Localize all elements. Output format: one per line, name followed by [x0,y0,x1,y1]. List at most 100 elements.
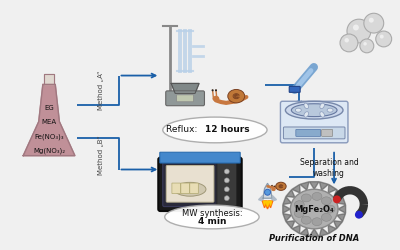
Ellipse shape [325,205,335,213]
Circle shape [380,34,384,38]
FancyBboxPatch shape [284,127,345,139]
Circle shape [274,186,275,187]
Text: MW synthesis:: MW synthesis: [182,210,242,218]
Polygon shape [264,201,266,205]
Polygon shape [319,182,328,190]
FancyBboxPatch shape [289,86,300,92]
Ellipse shape [301,216,311,224]
Ellipse shape [291,104,337,117]
Circle shape [215,89,217,91]
FancyBboxPatch shape [322,130,332,136]
Polygon shape [292,184,300,193]
Ellipse shape [271,188,276,191]
Ellipse shape [304,112,308,117]
Polygon shape [328,184,336,193]
FancyBboxPatch shape [280,101,348,143]
FancyBboxPatch shape [296,130,321,136]
FancyBboxPatch shape [166,166,214,202]
Polygon shape [266,201,269,207]
Text: Separation and
washing: Separation and washing [300,158,358,178]
Ellipse shape [276,182,286,190]
Polygon shape [262,201,267,208]
Polygon shape [310,229,319,236]
Polygon shape [23,84,75,156]
Circle shape [333,196,341,203]
Ellipse shape [294,201,304,208]
FancyBboxPatch shape [190,183,198,194]
Circle shape [224,178,229,183]
Circle shape [360,39,374,53]
Polygon shape [292,225,300,234]
Ellipse shape [320,112,324,117]
Text: 12 hours: 12 hours [205,126,250,134]
Polygon shape [319,228,328,236]
Ellipse shape [304,103,308,109]
Polygon shape [283,205,290,213]
Ellipse shape [312,192,322,200]
Polygon shape [258,195,263,201]
Ellipse shape [165,205,259,229]
Ellipse shape [290,189,338,229]
Circle shape [355,211,363,219]
Polygon shape [300,182,309,190]
Circle shape [376,31,392,47]
Text: Fe(NO₃)₃: Fe(NO₃)₃ [34,134,64,140]
Polygon shape [269,201,272,205]
Ellipse shape [312,218,322,226]
Ellipse shape [213,96,219,102]
FancyBboxPatch shape [177,95,194,102]
Text: 4 min: 4 min [198,218,226,226]
FancyBboxPatch shape [217,162,237,206]
Polygon shape [337,214,346,222]
FancyBboxPatch shape [163,162,217,206]
Circle shape [347,19,371,43]
Circle shape [369,18,374,23]
Circle shape [224,196,229,201]
Circle shape [224,169,229,174]
FancyBboxPatch shape [166,91,204,106]
Circle shape [364,13,384,33]
Polygon shape [283,197,292,204]
Polygon shape [44,74,54,85]
Circle shape [353,24,359,30]
FancyBboxPatch shape [172,183,180,194]
Text: MEA: MEA [42,120,57,126]
Polygon shape [328,225,336,234]
Circle shape [340,34,358,52]
Ellipse shape [163,117,267,143]
Polygon shape [272,195,276,201]
Polygon shape [268,201,273,208]
Text: Method „B“: Method „B“ [98,135,104,174]
Ellipse shape [320,103,324,109]
Polygon shape [286,221,295,228]
Text: EG: EG [44,105,54,111]
Polygon shape [283,214,292,222]
Ellipse shape [294,210,304,218]
Ellipse shape [286,101,343,119]
Polygon shape [334,190,342,198]
Ellipse shape [301,194,311,202]
Polygon shape [310,182,319,189]
Text: MgFe₂O₄: MgFe₂O₄ [294,204,334,214]
FancyBboxPatch shape [181,183,189,194]
Text: Reflux:: Reflux: [166,126,200,134]
Circle shape [264,189,270,195]
Ellipse shape [295,108,301,112]
Circle shape [212,89,214,91]
Polygon shape [337,197,346,204]
Ellipse shape [322,213,331,221]
Ellipse shape [174,182,206,196]
FancyBboxPatch shape [160,152,240,163]
Circle shape [224,187,229,192]
FancyBboxPatch shape [158,158,242,211]
Ellipse shape [228,90,245,103]
Circle shape [363,42,367,45]
Circle shape [344,38,349,42]
Text: Method „A“: Method „A“ [98,70,104,110]
Ellipse shape [327,108,333,112]
Text: Mg(NO₃)₂: Mg(NO₃)₂ [33,148,65,154]
Polygon shape [263,183,272,198]
Polygon shape [264,201,271,209]
Polygon shape [171,84,199,93]
Polygon shape [286,190,295,198]
